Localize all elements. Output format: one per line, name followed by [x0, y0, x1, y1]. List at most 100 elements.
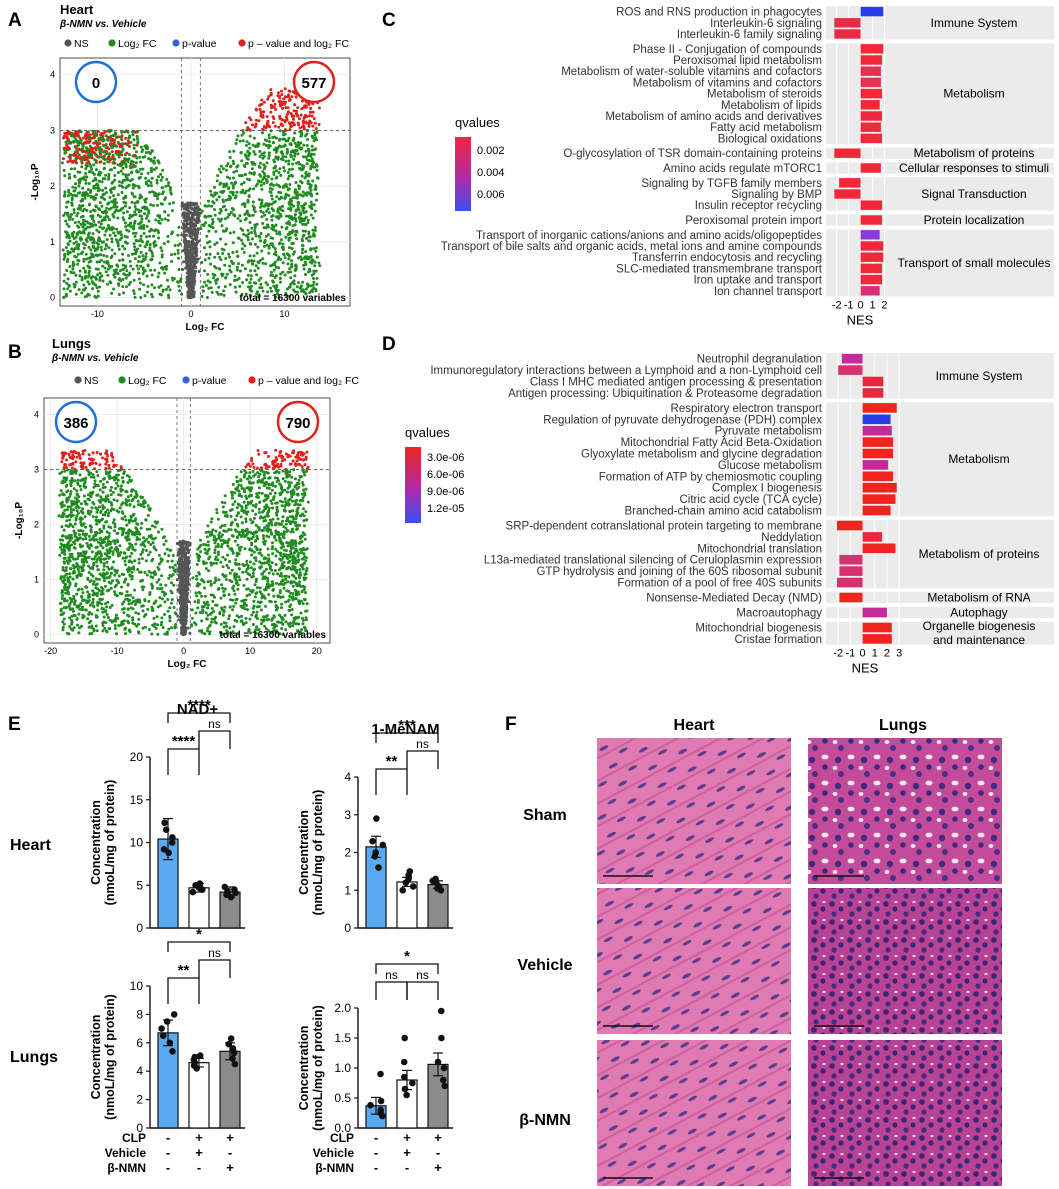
data-point: [63, 211, 67, 215]
data-point: [241, 139, 245, 143]
data-point: [102, 562, 106, 566]
data-point: [277, 184, 281, 187]
data-point: [83, 481, 87, 485]
data-point: [254, 539, 258, 542]
data-point: [62, 622, 66, 626]
data-point: [181, 222, 186, 226]
data-point: [270, 580, 274, 584]
data-point: [277, 197, 281, 201]
data-point: [273, 165, 277, 169]
data-point: [270, 106, 273, 110]
data-point: [108, 547, 112, 551]
data-point: [113, 199, 117, 203]
data-point: [141, 254, 145, 258]
data-point: [130, 499, 134, 503]
data-point: [300, 133, 303, 137]
data-point: [219, 292, 223, 296]
data-point: [287, 222, 290, 226]
data-point: [157, 236, 161, 240]
data-point: [228, 268, 232, 272]
data-point: [287, 285, 291, 289]
data-point: [248, 221, 252, 224]
data-point: [139, 167, 142, 171]
data-point: [195, 574, 198, 578]
data-point: [155, 203, 159, 207]
data-point: [311, 216, 315, 220]
data-point: [311, 110, 315, 114]
data-point: [87, 182, 91, 185]
data-point: [218, 531, 222, 535]
data-point: [148, 243, 152, 247]
data-point: [307, 270, 311, 274]
data-point: [238, 214, 242, 218]
data-point: [218, 211, 222, 215]
data-point: [284, 293, 288, 297]
y-tick-label: 1: [50, 237, 55, 247]
data-point: [80, 165, 84, 169]
data-point: [251, 481, 255, 485]
data-point: [261, 261, 265, 265]
data-point: [109, 129, 113, 132]
data-point: [82, 283, 86, 287]
data-point: [259, 209, 263, 213]
data-point: [188, 249, 192, 253]
data-point: [88, 133, 92, 137]
data-point: [301, 167, 305, 171]
data-point: [207, 204, 211, 208]
data-point: [92, 627, 96, 631]
data-point: [286, 95, 290, 99]
data-point: [191, 260, 195, 264]
data-point: [293, 250, 297, 254]
data-point: [240, 599, 244, 603]
data-point: [257, 605, 261, 608]
data-point: [246, 235, 250, 239]
data-point: [88, 463, 92, 467]
data-point: [83, 499, 87, 503]
data-point: [145, 206, 148, 210]
data-point: [64, 524, 68, 528]
data-point: [103, 149, 107, 153]
count-right-value: 577: [301, 75, 326, 92]
data-point: [110, 603, 114, 607]
data-point: [309, 183, 313, 187]
data-point: [167, 627, 171, 631]
data-point: [121, 172, 125, 176]
data-point: [92, 163, 96, 167]
data-point: [308, 260, 312, 264]
data-point: [178, 242, 182, 246]
data-point: [254, 234, 258, 238]
data-point: [84, 525, 88, 529]
data-point: [143, 144, 147, 148]
data-point: [266, 471, 270, 475]
data-point: [236, 486, 240, 489]
data-point: [216, 550, 220, 554]
data-point: [213, 243, 217, 246]
data-point: [95, 143, 99, 147]
data-point: [128, 280, 132, 284]
data-point: [294, 514, 298, 518]
data-point: [237, 552, 241, 556]
data-point: [103, 130, 107, 134]
data-point: [226, 540, 230, 544]
data-point: [143, 571, 147, 574]
data-point: [309, 247, 313, 251]
data-point: [287, 207, 290, 211]
data-point: [277, 171, 281, 175]
data-point: [274, 522, 278, 526]
data-point: [290, 216, 294, 219]
data-point: [313, 121, 317, 125]
data-point: [111, 155, 115, 158]
data-point: [66, 287, 70, 291]
y-axis-label: -Log₁₀P: [30, 163, 41, 200]
data-point: [245, 144, 248, 147]
data-point: [142, 225, 145, 229]
data-point: [281, 137, 285, 141]
data-point: [73, 254, 77, 258]
data-point: [267, 454, 270, 458]
data-point: [81, 204, 85, 208]
data-point: [279, 173, 283, 177]
data-point: [103, 218, 107, 222]
data-point: [127, 173, 130, 177]
data-point: [290, 247, 294, 250]
data-point: [191, 252, 195, 256]
